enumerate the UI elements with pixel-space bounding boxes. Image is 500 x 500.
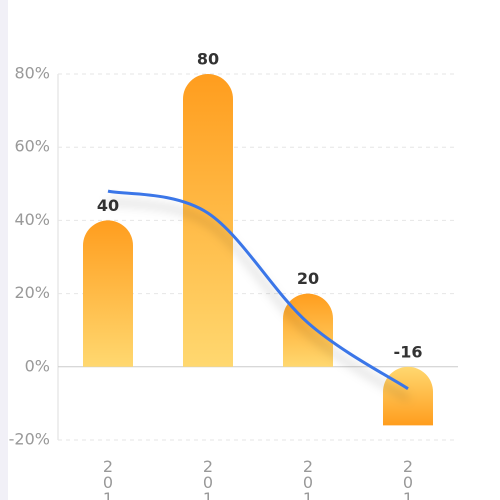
y-tick-label: -20% [9, 430, 50, 449]
y-tick-label: 80% [14, 64, 50, 83]
bar [183, 74, 233, 367]
y-tick-label: 60% [14, 137, 50, 156]
data-label: 20 [297, 269, 319, 288]
bar [83, 220, 133, 367]
data-label: 40 [97, 196, 119, 215]
side-strip [0, 0, 8, 500]
y-tick-label: 0% [25, 356, 50, 375]
line-series [107, 189, 409, 391]
y-tick-label: 40% [14, 210, 50, 229]
data-label: 80 [197, 50, 219, 69]
data-label: -16 [394, 342, 423, 361]
y-tick-label: 20% [14, 283, 50, 302]
bar [383, 366, 433, 426]
